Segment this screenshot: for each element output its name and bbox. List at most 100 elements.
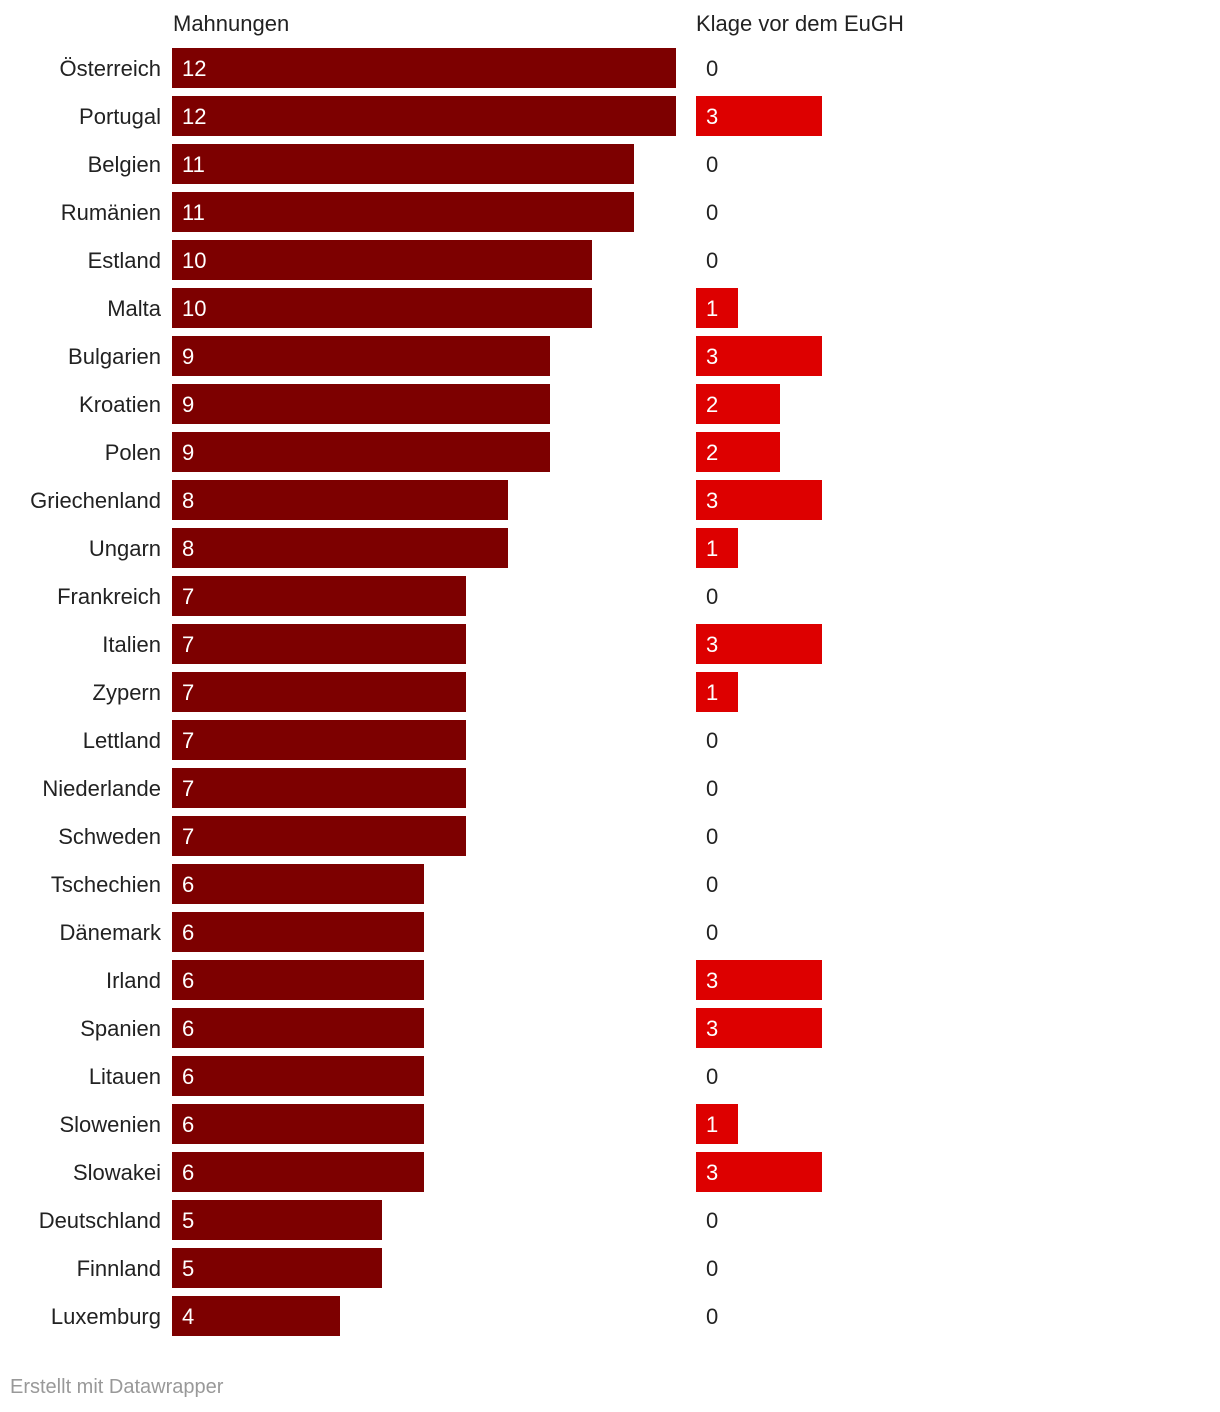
column-title-klage: Klage vor dem EuGH	[696, 11, 904, 36]
value-label-mahnungen: 4	[182, 1304, 194, 1329]
category-label: Schweden	[58, 824, 161, 849]
bar-klage	[696, 624, 822, 664]
bar-mahnungen	[172, 864, 424, 904]
category-label: Tschechien	[51, 872, 161, 897]
value-label-klage: 1	[706, 1112, 718, 1137]
category-label: Griechenland	[30, 488, 161, 513]
category-label: Frankreich	[57, 584, 161, 609]
bar-klage	[696, 1008, 822, 1048]
value-label-klage: 3	[706, 632, 718, 657]
bar-mahnungen	[172, 576, 466, 616]
value-label-klage: 0	[706, 152, 718, 177]
bar-klage	[696, 288, 738, 328]
value-label-mahnungen: 5	[182, 1208, 194, 1233]
category-label: Slowenien	[59, 1112, 161, 1137]
column-title-mahnungen: Mahnungen	[173, 11, 289, 36]
value-label-klage: 1	[706, 536, 718, 561]
bar-mahnungen	[172, 192, 634, 232]
value-label-klage: 0	[706, 728, 718, 753]
value-label-mahnungen: 12	[182, 56, 206, 81]
category-label: Estland	[88, 248, 161, 273]
value-label-klage: 1	[706, 680, 718, 705]
bar-mahnungen	[172, 624, 466, 664]
bar-klage	[696, 480, 822, 520]
bar-mahnungen	[172, 384, 550, 424]
category-label: Rumänien	[61, 200, 161, 225]
bar-mahnungen	[172, 1104, 424, 1144]
bar-mahnungen	[172, 816, 466, 856]
category-label: Spanien	[80, 1016, 161, 1041]
category-label: Lettland	[83, 728, 161, 753]
value-label-mahnungen: 9	[182, 344, 194, 369]
value-label-klage: 3	[706, 1016, 718, 1041]
value-label-mahnungen: 9	[182, 440, 194, 465]
value-label-klage: 0	[706, 824, 718, 849]
value-label-klage: 3	[706, 488, 718, 513]
bar-klage	[696, 528, 738, 568]
value-label-mahnungen: 10	[182, 248, 206, 273]
value-label-mahnungen: 6	[182, 1016, 194, 1041]
category-label: Österreich	[60, 56, 161, 81]
value-label-mahnungen: 7	[182, 776, 194, 801]
bar-mahnungen	[172, 912, 424, 952]
bar-mahnungen	[172, 240, 592, 280]
category-label: Dänemark	[60, 920, 162, 945]
bar-mahnungen	[172, 1296, 340, 1336]
bar-klage	[696, 1104, 738, 1144]
category-label: Italien	[102, 632, 161, 657]
value-label-mahnungen: 6	[182, 1160, 194, 1185]
value-label-klage: 0	[706, 1304, 718, 1329]
category-label: Irland	[106, 968, 161, 993]
value-label-mahnungen: 10	[182, 296, 206, 321]
category-label: Finnland	[77, 1256, 161, 1281]
bar-mahnungen	[172, 720, 466, 760]
bar-klage	[696, 384, 780, 424]
value-label-mahnungen: 11	[182, 152, 205, 177]
value-label-klage: 2	[706, 440, 718, 465]
value-label-mahnungen: 12	[182, 104, 206, 129]
value-label-klage: 0	[706, 1064, 718, 1089]
value-label-klage: 0	[706, 56, 718, 81]
category-label: Malta	[107, 296, 162, 321]
value-label-klage: 0	[706, 1208, 718, 1233]
value-label-mahnungen: 9	[182, 392, 194, 417]
bar-mahnungen	[172, 1152, 424, 1192]
value-label-mahnungen: 7	[182, 632, 194, 657]
bar-mahnungen	[172, 288, 592, 328]
value-label-mahnungen: 6	[182, 920, 194, 945]
value-label-mahnungen: 5	[182, 1256, 194, 1281]
bar-mahnungen	[172, 528, 508, 568]
footer-credit: Erstellt mit Datawrapper	[10, 1376, 224, 1398]
value-label-klage: 3	[706, 968, 718, 993]
value-label-mahnungen: 8	[182, 536, 194, 561]
value-label-klage: 2	[706, 392, 718, 417]
bar-mahnungen	[172, 48, 676, 88]
category-label: Ungarn	[89, 536, 161, 561]
value-label-klage: 0	[706, 584, 718, 609]
bar-mahnungen	[172, 1056, 424, 1096]
category-label: Niederlande	[42, 776, 161, 801]
value-label-klage: 0	[706, 872, 718, 897]
category-label: Luxemburg	[51, 1304, 161, 1329]
value-label-mahnungen: 7	[182, 584, 194, 609]
value-label-mahnungen: 7	[182, 824, 194, 849]
category-label: Zypern	[93, 680, 161, 705]
category-label: Portugal	[79, 104, 161, 129]
bar-klage	[696, 672, 738, 712]
bar-klage	[696, 960, 822, 1000]
value-label-klage: 3	[706, 344, 718, 369]
bar-mahnungen	[172, 1200, 382, 1240]
category-label: Slowakei	[73, 1160, 161, 1185]
value-label-mahnungen: 7	[182, 728, 194, 753]
bar-mahnungen	[172, 672, 466, 712]
value-label-mahnungen: 6	[182, 872, 194, 897]
category-label: Litauen	[89, 1064, 161, 1089]
bar-klage	[696, 96, 822, 136]
value-label-mahnungen: 7	[182, 680, 194, 705]
bar-mahnungen	[172, 768, 466, 808]
value-label-klage: 0	[706, 248, 718, 273]
bar-klage	[696, 1152, 822, 1192]
value-label-klage: 0	[706, 920, 718, 945]
category-label: Belgien	[88, 152, 161, 177]
